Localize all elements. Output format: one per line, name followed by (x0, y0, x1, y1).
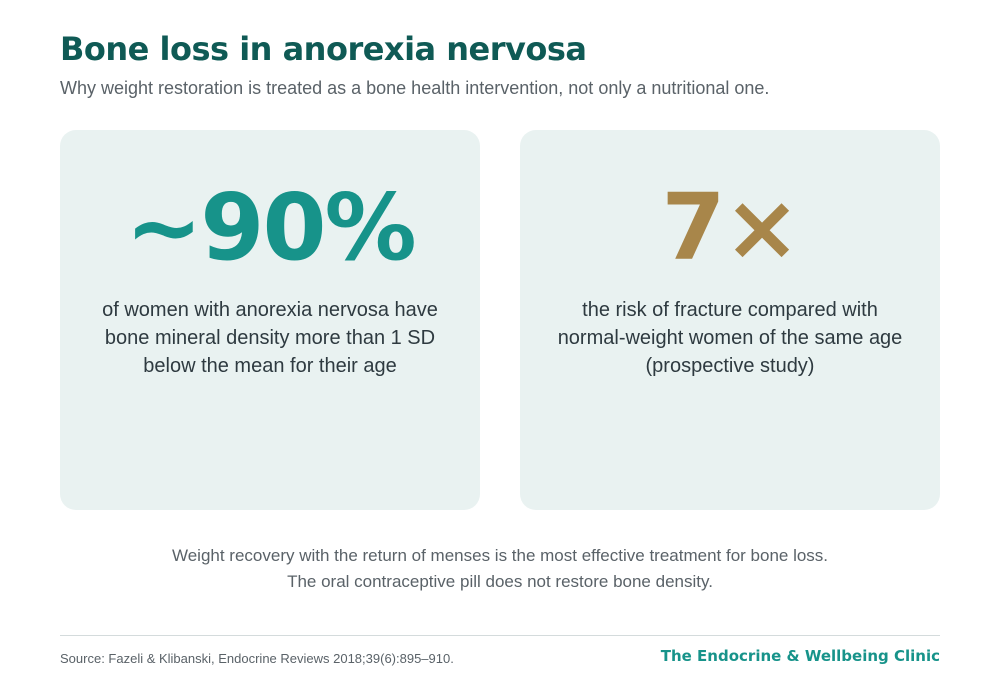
clinic-name: The Endocrine & Wellbeing Clinic (660, 647, 940, 665)
treatment-note-line: Weight recovery with the return of mense… (171, 546, 829, 565)
page-subtitle: Why weight restoration is treated as a b… (60, 78, 770, 98)
stat-description-line: (prospective study) (645, 355, 815, 377)
stat-description-fracture-risk: the risk of fracture compared with norma… (540, 296, 920, 380)
stat-description-line: below the mean for their age (143, 355, 397, 377)
page-title: Bone loss in anorexia nervosa (60, 30, 587, 68)
footer-divider (60, 635, 940, 636)
treatment-note: Weight recovery with the return of mense… (0, 543, 1000, 595)
source-citation: Source: Fazeli & Klibanski, Endocrine Re… (60, 651, 454, 666)
treatment-note-line: The oral contraceptive pill does not res… (287, 572, 713, 591)
stat-description-line: of women with anorexia nervosa have (102, 299, 438, 321)
stat-value-fracture-risk: 7× (661, 174, 800, 281)
stat-description-line: the risk of fracture compared with (582, 299, 878, 321)
stat-value-bone-density: ~90% (125, 174, 416, 281)
stat-description-bone-density: of women with anorexia nervosa have bone… (80, 296, 460, 380)
stat-description-line: bone mineral density more than 1 SD (104, 327, 436, 349)
stat-description-line: normal-weight women of the same age (557, 327, 903, 349)
stat-card-bone-density: ~90% of women with anorexia nervosa have… (60, 130, 480, 510)
stat-card-fracture-risk: 7× the risk of fracture compared with no… (520, 130, 940, 510)
